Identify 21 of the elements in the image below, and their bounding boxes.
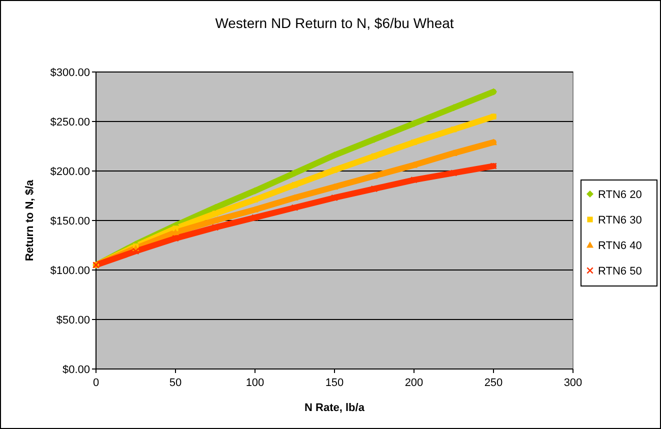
x-tick-label: 250 [484, 377, 503, 389]
legend-label: RTN6 50 [598, 266, 642, 278]
x-tick-label: 300 [564, 377, 582, 389]
y-tick-label: $300.00 [50, 67, 90, 79]
chart-title: Western ND Return to N, $6/bu Wheat [215, 15, 454, 31]
legend-label: RTN6 20 [598, 189, 642, 201]
x-axis-title: N Rate, lb/a [304, 402, 366, 414]
x-tick-label: 200 [404, 377, 424, 389]
y-axis-title: Return to N, $/a [24, 178, 36, 262]
y-tick-label: $200.00 [50, 166, 90, 178]
y-tick-label: $100.00 [50, 265, 90, 277]
y-tick-label: $150.00 [50, 216, 90, 228]
x-tick-label: 150 [325, 377, 344, 389]
legend-label: RTN6 30 [598, 214, 642, 226]
y-tick-label: $250.00 [50, 116, 90, 128]
y-tick-label: $50.00 [56, 314, 90, 326]
x-tick-label: 0 [92, 377, 100, 389]
x-tick-label: 50 [169, 377, 182, 389]
x-tick-label: 100 [246, 377, 264, 389]
legend-label: RTN6 40 [598, 240, 642, 252]
y-tick-label: $0.00 [62, 364, 90, 376]
